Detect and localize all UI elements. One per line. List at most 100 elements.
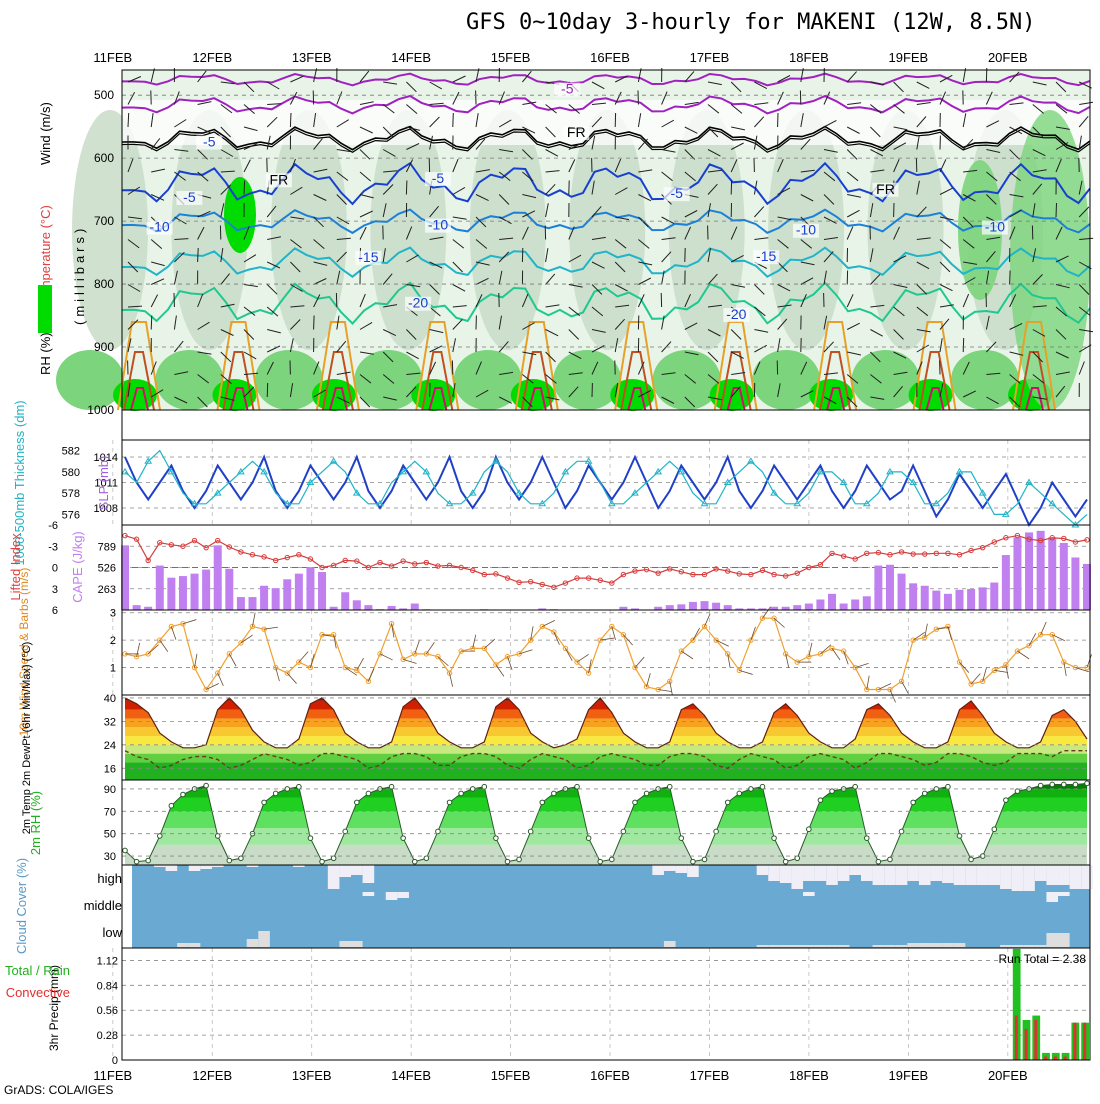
cape-bar	[666, 605, 674, 610]
rh-band-moist	[553, 350, 621, 410]
date-label-bottom: 19FEB	[888, 1068, 928, 1083]
date-label-bottom: 20FEB	[988, 1068, 1028, 1083]
rh-point	[899, 829, 904, 834]
cape-bar	[840, 604, 848, 610]
rh-point	[134, 859, 139, 864]
rh-point	[772, 836, 777, 841]
rh-point	[1062, 782, 1067, 787]
cloud-bar-high	[1035, 865, 1047, 881]
cloud-bar-low	[907, 943, 919, 947]
cloud-bar-high	[826, 865, 838, 885]
rh-point	[262, 800, 267, 805]
rh-point	[239, 856, 244, 861]
cape-bar	[921, 586, 929, 610]
rh-point	[424, 856, 429, 861]
cloud-bar-high	[791, 865, 803, 889]
cape-bar	[956, 590, 964, 610]
pressure-units-title: (millibars)	[72, 225, 87, 325]
wind-speed-line	[125, 618, 1087, 689]
rh-band	[122, 789, 1090, 798]
rh-point	[436, 829, 441, 834]
cloud-bar-high	[1023, 865, 1035, 891]
cape-bar	[306, 567, 314, 610]
cloud-bar-high	[931, 865, 943, 881]
date-label-top: 17FEB	[690, 50, 730, 65]
wind-barb	[739, 670, 752, 674]
cape-bar	[724, 605, 732, 610]
wind-barb	[171, 626, 176, 639]
date-label-bottom: 11FEB	[93, 1068, 132, 1083]
rh-point	[204, 783, 209, 788]
rh-band-moist	[951, 350, 1019, 410]
precip-convective-bar	[1083, 1023, 1086, 1060]
cloud-bar-low	[919, 943, 931, 947]
rh-band	[122, 845, 1090, 865]
date-label-top: 15FEB	[491, 50, 531, 65]
cloud-bar-high	[1081, 865, 1093, 889]
contour-label: -15	[756, 248, 776, 264]
series-line-slp	[125, 457, 1087, 525]
cloud-bar-high	[838, 865, 850, 881]
date-label-bottom: 18FEB	[789, 1068, 829, 1083]
cape-bar	[805, 604, 813, 610]
wind-axis-label: Wind (m/s)	[38, 102, 53, 165]
rh-point	[355, 800, 360, 805]
cape-bar	[283, 579, 291, 610]
wind-barb	[948, 626, 952, 639]
cape-bar	[364, 605, 372, 610]
cloud-bar-low	[258, 931, 270, 947]
rh-point	[389, 784, 394, 789]
contour-label: FR	[876, 181, 895, 197]
rh-point	[621, 829, 626, 834]
cloud-bar-low	[884, 945, 896, 947]
cloud-bar-high	[687, 865, 699, 877]
cape-bar	[1071, 557, 1079, 610]
wind-barb	[647, 673, 651, 686]
cloud-bar-low	[826, 945, 838, 947]
wind-barb	[290, 113, 291, 127]
cape-bar	[979, 587, 987, 610]
thickness-tick-label: 582	[62, 446, 80, 458]
cape-bar	[1060, 543, 1068, 610]
cape-bar	[272, 588, 280, 610]
cloud-bar-high	[757, 865, 769, 875]
precip-convective-label: Convective	[6, 985, 70, 1000]
rh-point	[273, 791, 278, 796]
cape-axis-label-group: CAPE (J/kg)	[70, 531, 85, 603]
contour-label: -10	[428, 217, 448, 233]
thickness-tick-label: 578	[62, 488, 80, 500]
temp-band	[122, 718, 1090, 727]
lifted-tick-label: -6	[48, 520, 58, 532]
rh-point	[644, 791, 649, 796]
rh-point	[331, 856, 336, 861]
rh-point	[505, 859, 510, 864]
cloud-bar-low	[339, 941, 351, 947]
pressure-axis-title: RH (%)Temperature (°C)Wind (m/s)	[38, 102, 53, 375]
wind-barb	[287, 673, 296, 683]
rh-point	[575, 784, 580, 789]
precip-convective-bar	[1025, 1029, 1028, 1060]
rh-point	[1073, 782, 1078, 787]
cloud-bar-low	[768, 945, 780, 947]
contour-label: FR	[567, 124, 586, 140]
cape-bar	[677, 604, 685, 610]
cloud-bar-high	[896, 865, 908, 885]
rh-point	[737, 791, 742, 796]
rh-point	[459, 791, 464, 796]
rh-point	[598, 859, 603, 864]
cape-tick-label: 263	[98, 584, 116, 596]
rh-point	[679, 836, 684, 841]
lifted-index-line	[125, 536, 1087, 588]
pressure-units-label: (millibars)	[72, 225, 87, 325]
rh-point	[807, 827, 812, 832]
temp-band	[122, 727, 1090, 736]
cloud-bar-low	[791, 945, 803, 947]
precip-tick-label: 1.12	[97, 955, 118, 967]
rh-point	[123, 848, 128, 853]
surface-gap-frame	[122, 410, 1090, 440]
temp-band	[122, 745, 1090, 754]
cloud-bar-low	[177, 943, 189, 947]
rh-point	[783, 859, 788, 864]
cloud-bar-high	[664, 865, 676, 871]
